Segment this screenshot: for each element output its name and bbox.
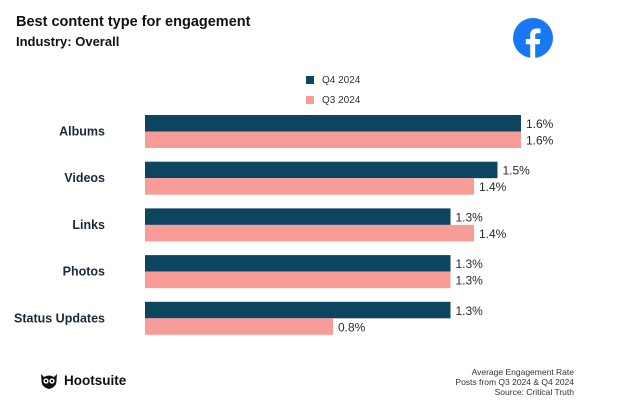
hootsuite-logo: Hootsuite [38, 370, 126, 390]
category-label: Photos [63, 265, 105, 279]
bar-q3 [145, 224, 474, 242]
bar-q4 [145, 255, 451, 272]
bar-q3 [145, 271, 451, 289]
value-label-q3: 1.6% [526, 134, 554, 148]
category-label: Videos [64, 171, 105, 185]
facebook-icon [513, 18, 553, 58]
value-label-q3: 1.4% [479, 180, 507, 194]
value-label-q4: 1.6% [526, 117, 554, 131]
value-label-q4: 1.3% [456, 210, 484, 224]
chart-legend: Q4 2024 Q3 2024 [306, 70, 360, 110]
bar-q3 [145, 178, 474, 195]
value-label-q3: 1.4% [479, 227, 507, 241]
category-label: Links [72, 218, 105, 232]
legend-label-q4: Q4 2024 [322, 74, 361, 86]
value-label-q4: 1.5% [503, 164, 531, 178]
footnote-period: Posts from Q3 2024 & Q4 2024 [455, 377, 574, 387]
legend-swatch-q4 [306, 76, 314, 84]
value-label-q4: 1.3% [456, 304, 484, 318]
value-label-q4: 1.3% [456, 257, 484, 271]
legend-swatch-q3 [306, 96, 314, 104]
chart-subtitle: Industry: Overall [16, 34, 120, 49]
hootsuite-wordmark: Hootsuite [64, 372, 127, 388]
legend-label-q3: Q3 2024 [322, 94, 361, 106]
category-label: Albums [59, 125, 105, 139]
hootsuite-owl-icon [41, 374, 57, 389]
chart-title: Best content type for engagement [16, 14, 251, 30]
chart-footnote: Average Engagement Rate Posts from Q3 20… [455, 367, 574, 397]
category-label: Status Updates [14, 311, 105, 325]
bar-q4 [145, 161, 498, 179]
footnote-metric: Average Engagement Rate [471, 367, 574, 377]
bar-q3 [145, 318, 333, 335]
value-label-q3: 0.8% [338, 320, 366, 334]
legend-item-q3: Q3 2024 [306, 90, 360, 110]
bar-q4 [145, 301, 451, 319]
bar-q4 [145, 208, 451, 225]
footnote-source: Source: Critical Truth [494, 387, 574, 397]
bar-q3 [145, 131, 521, 148]
legend-item-q4: Q4 2024 [306, 70, 360, 90]
bar-q4 [145, 115, 521, 132]
value-label-q3: 1.3% [456, 274, 484, 288]
